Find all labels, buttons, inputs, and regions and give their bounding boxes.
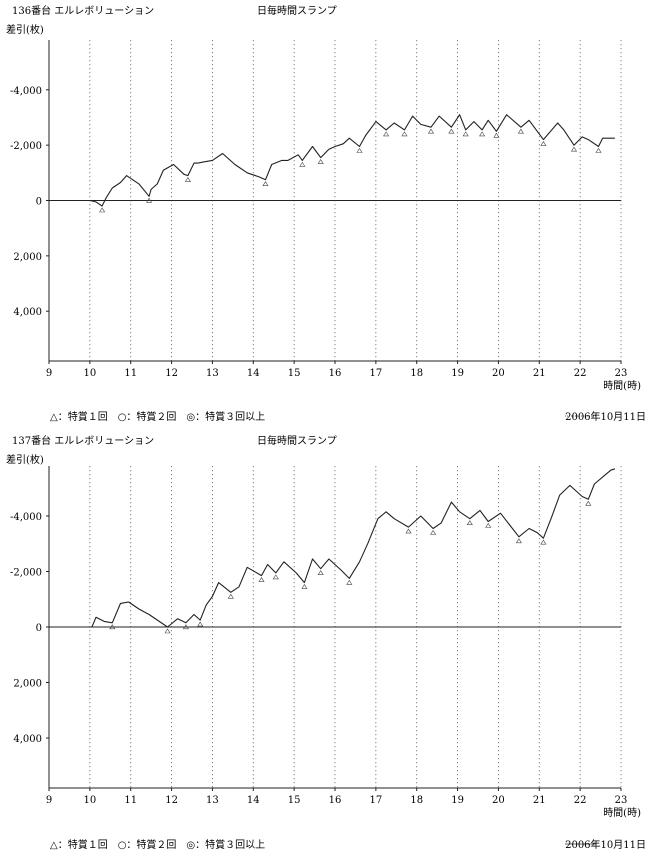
- data-point: [595, 147, 602, 153]
- x-tick-label: 23: [615, 368, 628, 379]
- y-axis-label: 差引(枚): [6, 23, 44, 36]
- slump-line: [49, 114, 615, 207]
- data-point: [493, 132, 500, 138]
- x-axis-label: 時間(時): [603, 380, 641, 392]
- x-tick-label: 16: [329, 368, 342, 379]
- data-point: [301, 584, 308, 589]
- x-tick-label: 20: [492, 795, 505, 806]
- data-point: [485, 522, 492, 528]
- report-date: 2006年10月11日: [565, 838, 646, 851]
- x-tick-label: 11: [124, 368, 137, 379]
- chart-title: 136番台 エルレボリューション: [12, 4, 154, 17]
- x-tick-label: 14: [247, 368, 260, 379]
- data-point: [430, 529, 437, 535]
- x-tick-label: 12: [165, 795, 178, 806]
- x-tick-label: 17: [369, 795, 382, 806]
- data-point: [182, 624, 189, 630]
- data-point: [258, 577, 265, 582]
- data-point: [184, 177, 191, 182]
- data-point: [405, 528, 412, 534]
- x-tick-label: 16: [329, 795, 342, 806]
- data-point: [448, 128, 455, 134]
- data-point: [272, 574, 279, 580]
- data-point: [262, 181, 269, 186]
- data-point: [517, 128, 524, 134]
- y-tick-label: 4,000: [13, 307, 42, 318]
- y-tick-label: 0: [36, 623, 42, 634]
- data-point: [146, 197, 153, 203]
- x-tick-label: 11: [124, 795, 137, 806]
- data-point: [317, 159, 324, 164]
- data-point: [401, 131, 408, 137]
- data-point: [317, 570, 324, 575]
- legend: △：特賞１回 ○：特賞２回 ◎：特賞３回以上: [50, 410, 265, 423]
- y-tick-label: 2,000: [13, 252, 42, 263]
- slump-line: [49, 468, 616, 628]
- legend: △：特賞１回 ○：特賞２回 ◎：特賞３回以上: [50, 838, 265, 851]
- y-tick-label: -4,000: [10, 512, 42, 523]
- data-point: [99, 207, 106, 213]
- data-point: [356, 147, 363, 153]
- data-point: [540, 141, 547, 146]
- x-tick-label: 21: [533, 795, 546, 806]
- data-point: [299, 161, 306, 167]
- x-tick-label: 21: [533, 368, 546, 379]
- chart-title: 137番台 エルレボリューション: [12, 434, 154, 447]
- data-point: [164, 628, 171, 634]
- data-point: [427, 128, 435, 134]
- x-tick-label: 15: [288, 795, 301, 806]
- y-tick-label: 2,000: [13, 679, 42, 690]
- data-point: [197, 621, 204, 627]
- x-tick-label: 18: [410, 795, 423, 806]
- data-point: [383, 131, 390, 137]
- data-point: [462, 131, 469, 137]
- x-tick-label: 13: [206, 368, 219, 379]
- y-tick-label: 4,000: [13, 734, 42, 745]
- data-point: [227, 593, 234, 599]
- data-point: [346, 579, 353, 585]
- x-tick-label: 22: [574, 795, 587, 806]
- y-tick-label: -2,000: [10, 141, 42, 152]
- x-axis-label: 時間(時): [603, 807, 641, 819]
- x-tick-label: 12: [165, 368, 178, 379]
- x-tick-label: 19: [451, 795, 464, 806]
- data-point: [466, 520, 473, 525]
- data-point: [479, 131, 486, 137]
- x-tick-label: 18: [410, 368, 423, 379]
- x-tick-label: 10: [83, 368, 96, 379]
- x-tick-label: 17: [369, 368, 382, 379]
- y-tick-label: -4,000: [10, 86, 42, 97]
- x-tick-label: 10: [83, 795, 96, 806]
- x-tick-label: 22: [574, 368, 587, 379]
- x-tick-label: 23: [615, 795, 628, 806]
- data-point: [540, 539, 547, 545]
- y-tick-label: -2,000: [10, 567, 42, 578]
- report-date: 2006年10月11日: [565, 410, 646, 423]
- y-tick-label: 0: [36, 197, 42, 208]
- chart-subtitle: 日毎時間スランプ: [257, 434, 337, 447]
- x-tick-label: 14: [247, 795, 260, 806]
- x-tick-label: 9: [46, 795, 52, 806]
- data-point: [109, 624, 116, 630]
- x-tick-label: 20: [492, 368, 505, 379]
- x-tick-label: 19: [451, 368, 464, 379]
- x-tick-label: 9: [46, 368, 52, 379]
- chart-subtitle: 日毎時間スランプ: [257, 4, 337, 17]
- x-tick-label: 13: [206, 795, 219, 806]
- y-axis-label: 差引(枚): [6, 453, 44, 466]
- data-point: [570, 146, 578, 152]
- x-tick-label: 15: [288, 368, 301, 379]
- data-point: [515, 538, 522, 544]
- data-point: [585, 500, 592, 506]
